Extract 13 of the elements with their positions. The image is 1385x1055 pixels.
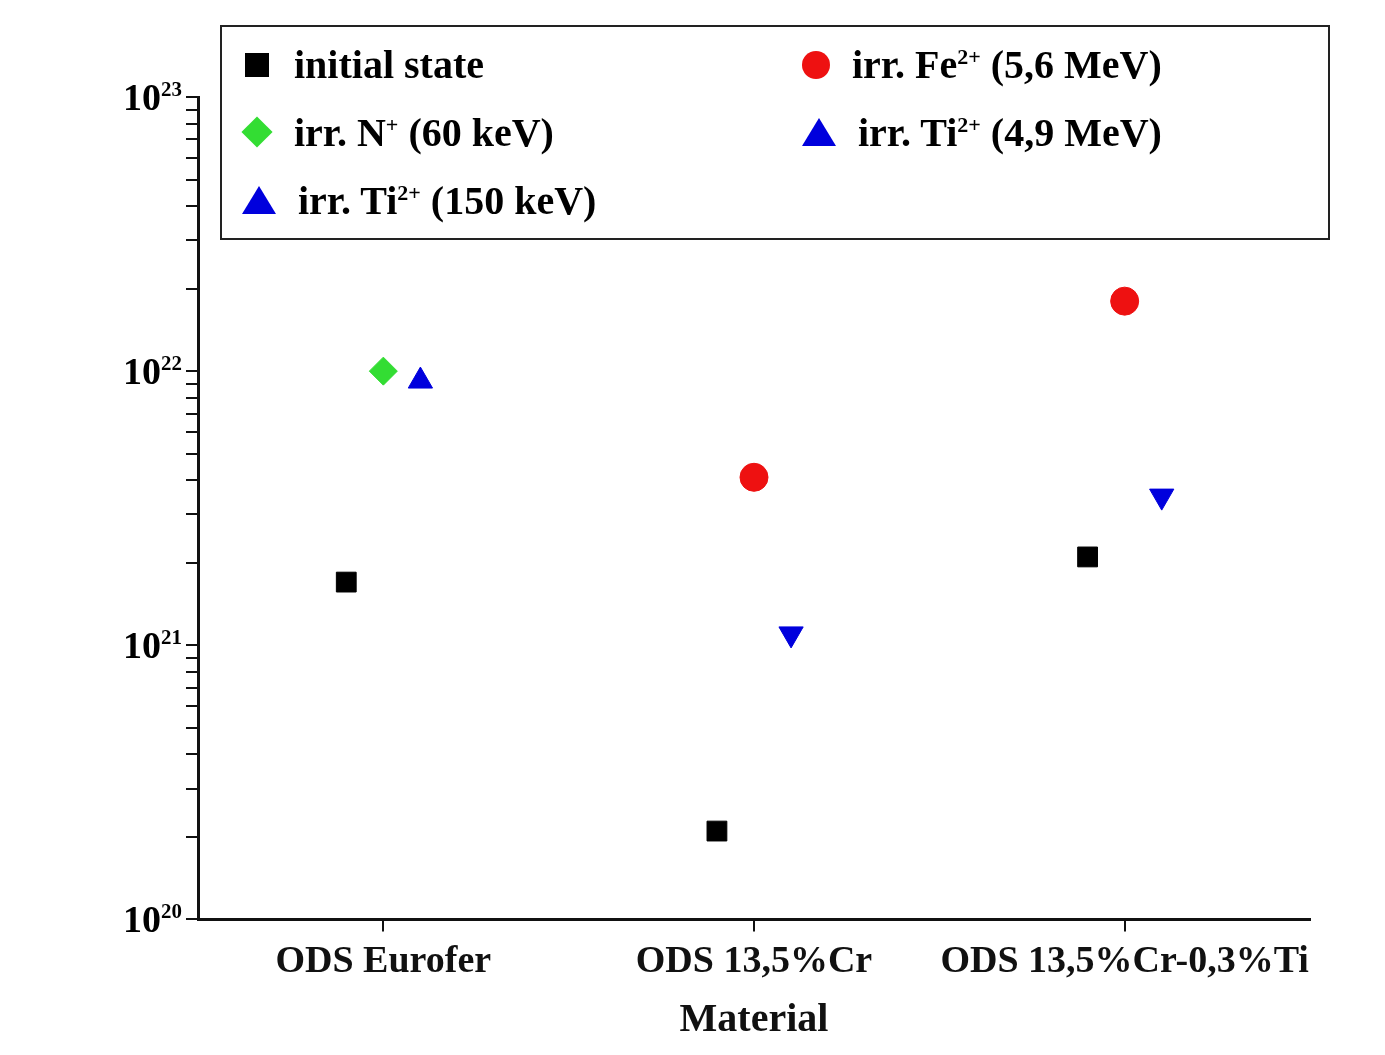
legend-label: irr. Fe$^{2+}$ (5,6 MeV) [852,41,1162,89]
legend-label: irr. Ti$^{2+}$ (4,9 MeV) [858,109,1162,156]
legend-label: initial state [294,41,484,89]
x-axis-title: Material [679,995,829,1041]
x-tick-label: ODS 13,5%Cr-0,3%Ti [940,938,1309,981]
y-tick-label: 10$^{22}$ [123,349,182,394]
y-tick-label: 10$^{23}$ [123,75,182,119]
y-tick-label: 10$^{20}$ [123,897,182,942]
legend-label: irr. N$^{+}$ (60 keV) [294,109,554,156]
y-tick-label: 10$^{21}$ [123,623,182,668]
x-tick-label: ODS 13,5%Cr [635,938,873,981]
legend-label: irr. Ti$^{2+}$ (150 keV) [298,176,597,224]
x-tick-label: ODS Eurofer [275,938,492,981]
